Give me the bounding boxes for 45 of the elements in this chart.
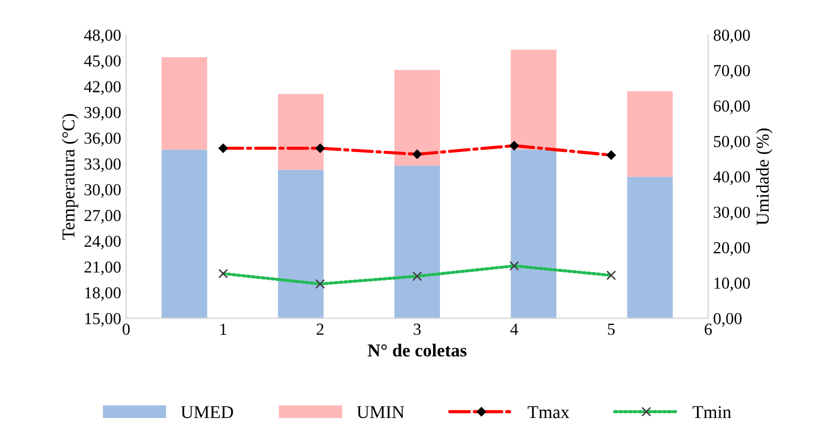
y-tick-label: 42,00 <box>84 81 121 95</box>
y2-tick-label: 30,00 <box>714 206 750 220</box>
legend-label: Tmin <box>692 406 732 418</box>
y-tick-label: 45,00 <box>84 55 121 69</box>
y2-tick-label: 0,00 <box>714 312 742 327</box>
x-tick-label: 2 <box>316 324 324 335</box>
legend-label: Tmax <box>528 406 570 418</box>
y2-tick-label: 50,00 <box>714 136 750 150</box>
y2-tick-label: 40,00 <box>713 171 750 185</box>
y-tick-label: 24,00 <box>84 236 121 250</box>
bar <box>394 70 440 166</box>
y-tick-label: 27,00 <box>84 210 121 224</box>
bar <box>278 170 324 318</box>
y-tick-label: 21,00 <box>84 261 121 276</box>
y-tick-label: 30,00 <box>84 184 121 198</box>
y-tick-label: 18,00 <box>85 287 121 301</box>
x-tick-label: 5 <box>608 324 615 335</box>
y-tick-label: 15,00 <box>85 312 121 327</box>
y-tick-label: 33,00 <box>84 158 121 172</box>
x-tick-label: 1 <box>220 324 226 335</box>
x-tick-label: 6 <box>704 324 712 335</box>
y2-axis-title: Umidade (%) <box>756 128 772 226</box>
bar <box>627 176 673 318</box>
bar <box>394 166 440 318</box>
y2-tick-label: 10,00 <box>714 278 750 292</box>
legend-label: UMED <box>180 406 233 418</box>
x-axis-title: N° de coletas <box>368 344 466 357</box>
x-tick-label: 0 <box>122 324 130 335</box>
x-tick-label: 4 <box>510 324 518 335</box>
y2-tick-label: 20,00 <box>714 242 750 256</box>
y2-tick-label: 70,00 <box>714 65 750 79</box>
legend-label: UMIN <box>356 406 404 418</box>
bar <box>162 57 208 150</box>
y-tick-label: 36,00 <box>84 132 121 146</box>
bar <box>278 94 324 170</box>
y-tick-label: 48,00 <box>84 30 121 44</box>
y2-tick-label: 60,00 <box>714 100 750 114</box>
bar <box>510 150 556 318</box>
y-axis-title: Temperatura (°C) <box>62 114 78 240</box>
x-tick-label: 3 <box>414 324 421 335</box>
y-tick-label: 39,00 <box>84 106 121 121</box>
y2-tick-label: 80,00 <box>714 30 750 44</box>
bar <box>627 91 673 177</box>
bar <box>510 50 556 150</box>
bar <box>162 150 208 318</box>
